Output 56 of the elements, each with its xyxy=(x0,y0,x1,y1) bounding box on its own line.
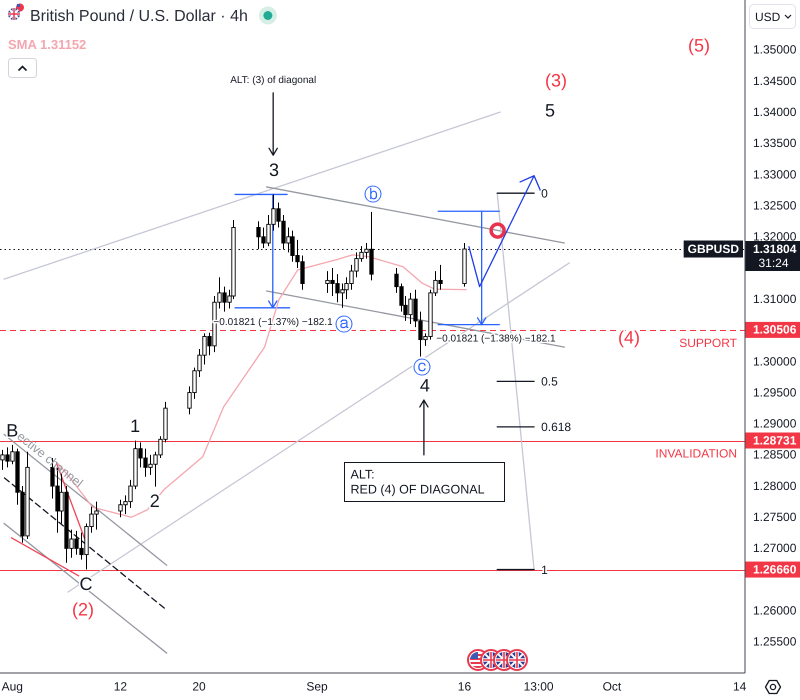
y-tick-label: 1.28500 xyxy=(753,448,797,462)
annotation: (3) xyxy=(545,70,567,90)
x-tick-label: 12 xyxy=(114,680,128,694)
annotation: 2 xyxy=(150,491,160,512)
text: British Pound / U.S. Dollar · 4h xyxy=(30,8,248,25)
annotation: (4) xyxy=(618,327,640,348)
y-tick-label: 1.30506 xyxy=(753,322,797,337)
y-tick-label: 1.31000 xyxy=(753,292,797,306)
y-tick-label: 1.35000 xyxy=(753,42,797,57)
y-tick-label: 1.27500 xyxy=(753,510,797,524)
y-tick-label: 1.28000 xyxy=(753,478,797,493)
x-tick-label: Sep xyxy=(306,680,328,694)
annotation: 5 xyxy=(544,100,556,120)
y-tick-label: 1.33500 xyxy=(753,136,797,150)
x-tick-label: 16 xyxy=(458,680,472,694)
y-axis-title: USD xyxy=(755,10,781,24)
x-tick-label: Aug xyxy=(2,680,23,694)
y-tick-label: 1.29500 xyxy=(753,385,797,400)
annotation: (5) xyxy=(688,35,710,56)
y-tick-label: 1.31804 xyxy=(753,242,797,256)
annotation: ⓐ xyxy=(335,314,353,334)
annotation: B xyxy=(6,420,18,440)
annotation: ALT: RED (4) OF DIAGONAL xyxy=(350,468,485,496)
y-tick-label: 1.34000 xyxy=(753,105,797,120)
y-tick-label: 1.32500 xyxy=(753,198,797,212)
y-tick-label: 1.30000 xyxy=(753,354,797,368)
annotation: ALT: (3) of diagonal xyxy=(230,74,316,86)
y-tick-label: 1.28731 xyxy=(753,433,797,448)
ref-line-label: SUPPORT xyxy=(679,336,738,350)
y-tick-label: 1.26000 xyxy=(753,604,797,618)
annotation: 3 xyxy=(269,160,280,180)
ref-line-label: GBPUSD xyxy=(688,242,740,256)
annotation: (2) xyxy=(72,599,94,620)
y-tick-label: 1.34500 xyxy=(753,74,797,88)
x-tick-label: 13:00 xyxy=(524,680,554,694)
series-label: 0 xyxy=(541,186,548,200)
x-tick-label: Oct xyxy=(602,680,622,694)
annotation: C xyxy=(80,574,93,594)
series-label: 0.618 xyxy=(541,420,572,434)
annotation: −0.01821 (−1.38%) −182.1 xyxy=(436,334,556,345)
y-tick-label: 1.27000 xyxy=(753,541,797,556)
y-tick-label: 1.32000 xyxy=(753,230,797,244)
ref-line-label: INVALIDATION xyxy=(655,446,737,461)
annotation: ⓑ xyxy=(364,184,382,204)
x-tick-label: 20 xyxy=(192,680,206,694)
annotation: ⓒ xyxy=(413,357,431,378)
annotation: 4 xyxy=(420,375,430,396)
x-tick-label: 14 xyxy=(732,680,747,694)
y-tick-label: 1.26660 xyxy=(753,562,797,576)
y-tick-label: 1.25500 xyxy=(753,634,797,649)
y-tick-label: 1.33000 xyxy=(753,167,797,182)
text: SMA 1.31152 xyxy=(8,37,86,52)
series-label: 0.5 xyxy=(541,374,558,389)
annotation: 1 xyxy=(130,416,140,436)
y-tick-label: 1.29000 xyxy=(753,416,797,431)
text: 31:24 xyxy=(758,256,789,270)
